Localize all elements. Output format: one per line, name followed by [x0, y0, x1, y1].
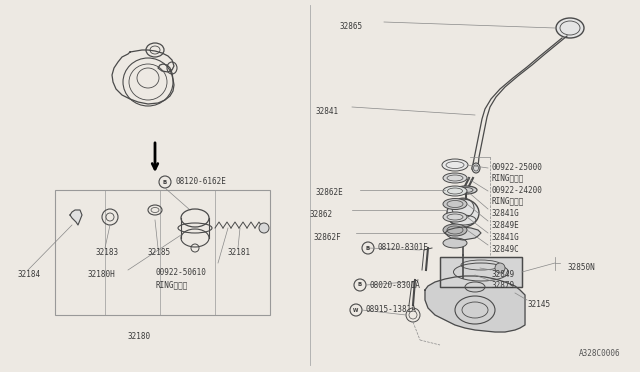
Text: 32849: 32849 — [492, 270, 515, 279]
Ellipse shape — [472, 163, 480, 173]
Polygon shape — [425, 276, 525, 332]
Ellipse shape — [447, 199, 479, 227]
Ellipse shape — [443, 186, 467, 196]
Text: 00922-50610: 00922-50610 — [155, 268, 206, 277]
Ellipse shape — [443, 199, 467, 209]
Text: A328C0006: A328C0006 — [579, 349, 620, 358]
Text: 32879: 32879 — [492, 281, 515, 290]
Text: B: B — [163, 180, 167, 185]
Text: 08915-1381A: 08915-1381A — [366, 305, 417, 314]
Bar — [440, 257, 522, 287]
Ellipse shape — [443, 212, 467, 222]
Text: 32184: 32184 — [18, 270, 41, 279]
Text: 32850N: 32850N — [567, 263, 595, 272]
Text: RINGリング: RINGリング — [492, 196, 524, 205]
Text: 32841G: 32841G — [492, 209, 520, 218]
Text: RINGリング: RINGリング — [492, 173, 524, 182]
Text: 32145: 32145 — [527, 300, 550, 309]
Text: 32185: 32185 — [148, 248, 171, 257]
Text: 32862F: 32862F — [313, 233, 340, 242]
Circle shape — [495, 263, 505, 273]
Polygon shape — [445, 227, 481, 240]
Text: 32180: 32180 — [127, 332, 150, 341]
Ellipse shape — [443, 224, 467, 236]
Ellipse shape — [455, 186, 477, 194]
Bar — [55, 190, 270, 315]
Text: 32865: 32865 — [340, 22, 363, 31]
Text: 32181: 32181 — [228, 248, 251, 257]
Text: 00922-24200: 00922-24200 — [492, 186, 543, 195]
Text: 32841G: 32841G — [492, 233, 520, 242]
Ellipse shape — [442, 159, 468, 171]
Text: B: B — [358, 282, 362, 288]
Text: 32183: 32183 — [95, 248, 118, 257]
Ellipse shape — [443, 173, 467, 183]
Text: 08020-8301A: 08020-8301A — [370, 280, 421, 289]
Text: 32862E: 32862E — [316, 188, 344, 197]
Text: B: B — [366, 246, 370, 250]
Ellipse shape — [556, 18, 584, 38]
Text: 32849E: 32849E — [492, 221, 520, 230]
Circle shape — [259, 223, 269, 233]
Text: 32841: 32841 — [316, 107, 339, 116]
Polygon shape — [70, 210, 82, 225]
Text: 32180H: 32180H — [88, 270, 116, 279]
Text: 08120-8301E: 08120-8301E — [378, 244, 429, 253]
Text: RINGリング: RINGリング — [155, 280, 188, 289]
Text: 32862: 32862 — [310, 210, 333, 219]
Ellipse shape — [443, 238, 467, 248]
Text: 00922-25000: 00922-25000 — [492, 163, 543, 172]
Text: 08120-6162E: 08120-6162E — [175, 177, 226, 186]
Bar — [440, 257, 522, 287]
Text: W: W — [353, 308, 358, 312]
Text: 32849C: 32849C — [492, 245, 520, 254]
